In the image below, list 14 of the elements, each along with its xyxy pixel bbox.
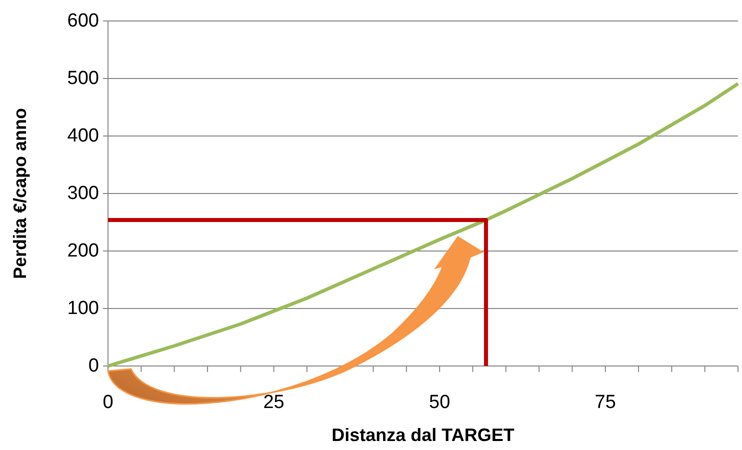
x-axis-title: Distanza dal TARGET: [332, 425, 514, 445]
x-tick-label: 0: [102, 392, 114, 413]
y-tick-label: 500: [67, 68, 99, 89]
y-tick-label: 600: [67, 10, 99, 32]
x-tick-label: 50: [429, 392, 450, 413]
y-tick-label: 200: [67, 240, 99, 262]
y-tick-label: 400: [67, 126, 99, 146]
y-axis-title: Perdita €/capo anno: [10, 108, 30, 280]
y-tick-label: 100: [67, 298, 99, 319]
line-series: [106, 82, 740, 368]
y-tick-label: 300: [67, 183, 99, 204]
x-tick-label: 25: [263, 392, 284, 413]
x-tick-label: 75: [594, 392, 616, 413]
y-tick-label: 0: [88, 356, 99, 376]
